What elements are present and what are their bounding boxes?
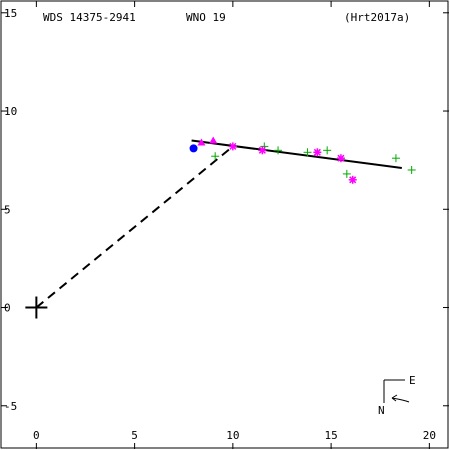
x-tick-label: 20 bbox=[423, 429, 436, 442]
observation-triangle bbox=[209, 136, 218, 144]
y-tick-label: 10 bbox=[4, 105, 17, 118]
observation-plus bbox=[274, 146, 283, 155]
ast-d2 bbox=[349, 176, 357, 184]
observation-plus bbox=[303, 148, 312, 157]
motion-arrow-icon bbox=[391, 397, 410, 403]
observation-dot bbox=[189, 144, 198, 153]
header: WDS 14375-2941 WNO 19 (Hrt2017a) bbox=[43, 11, 410, 24]
line-of-nodes bbox=[35, 145, 234, 309]
discoverer-designation: WNO 19 bbox=[186, 11, 226, 24]
orbit-lines bbox=[25, 139, 402, 319]
observation-asterisk bbox=[336, 154, 345, 163]
y-tick-label: -5 bbox=[4, 400, 17, 413]
east-label: E bbox=[409, 374, 416, 387]
observation-plus bbox=[391, 154, 400, 163]
observation-triangle bbox=[197, 138, 206, 146]
ast-d2 bbox=[258, 146, 266, 154]
ast-d2 bbox=[229, 142, 237, 150]
wds-identifier: WDS 14375-2941 bbox=[43, 11, 136, 24]
observation-plus bbox=[407, 165, 416, 174]
x-tick-label: 5 bbox=[131, 429, 138, 442]
ast-d2 bbox=[313, 148, 321, 156]
orientation-indicator: E N bbox=[378, 374, 416, 417]
y-tick-label: 15 bbox=[4, 7, 17, 20]
observation-asterisk bbox=[313, 148, 322, 157]
y-tick-label: 0 bbox=[4, 302, 11, 315]
observation-asterisk bbox=[228, 142, 237, 151]
motion-arrowhead-icon bbox=[391, 394, 398, 402]
observation-plus bbox=[211, 152, 220, 161]
observation-asterisk bbox=[348, 175, 357, 184]
orbit-reference: (Hrt2017a) bbox=[344, 11, 410, 24]
orbit-arc bbox=[191, 139, 402, 170]
observation-points bbox=[189, 136, 416, 184]
observation-asterisk bbox=[258, 146, 267, 155]
y-tick-label: 5 bbox=[4, 203, 11, 216]
observation-plus bbox=[323, 146, 332, 155]
north-label: N bbox=[378, 404, 385, 417]
x-tick-label: 15 bbox=[324, 429, 337, 442]
x-tick-label: 0 bbox=[33, 429, 40, 442]
x-tick-label: 10 bbox=[226, 429, 239, 442]
ast-d2 bbox=[337, 154, 345, 162]
observation-plus bbox=[342, 169, 351, 178]
